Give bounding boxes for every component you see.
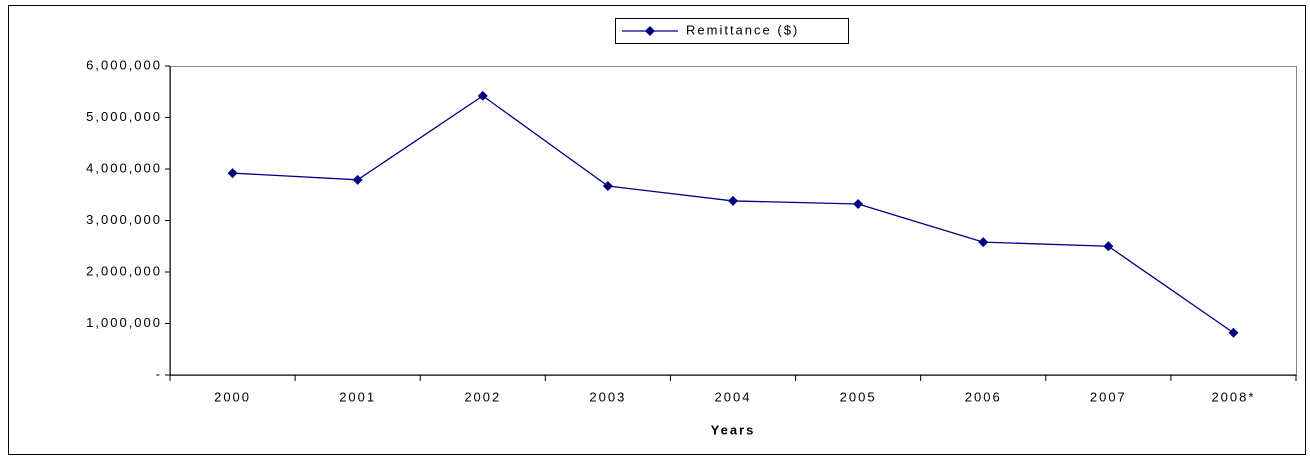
x-tick-label: 2004	[715, 389, 752, 404]
data-point	[227, 168, 238, 179]
data-point	[1228, 327, 1239, 338]
legend-label: Remittance ($)	[686, 22, 799, 37]
x-tick-label: 2002	[464, 389, 501, 404]
x-tick-label: 2006	[965, 389, 1002, 404]
x-axis-title: Years	[711, 422, 756, 437]
data-point	[853, 199, 864, 210]
y-tick-label: 6,000,000	[86, 57, 162, 72]
x-tick-label: 2000	[214, 389, 251, 404]
data-point	[352, 174, 363, 185]
y-tick-label: 1,000,000	[86, 315, 162, 330]
y-tick-label: 2,000,000	[86, 263, 162, 278]
data-point	[1103, 241, 1114, 252]
legend-marker	[645, 26, 655, 36]
y-tick-label: 5,000,000	[86, 109, 162, 124]
x-tick-label: 2007	[1090, 389, 1127, 404]
x-tick-label: 2003	[589, 389, 626, 404]
x-tick-label: 2008*	[1211, 389, 1255, 404]
chart-frame	[8, 5, 1306, 455]
y-tick-label: -	[156, 366, 162, 381]
y-tick-label: 4,000,000	[86, 160, 162, 175]
data-point	[728, 195, 738, 206]
y-tick-label: 3,000,000	[86, 212, 162, 227]
data-point	[978, 237, 989, 248]
x-tick-label: 2001	[339, 389, 376, 404]
data-point	[477, 90, 488, 101]
x-tick-label: 2005	[840, 389, 877, 404]
data-point	[602, 180, 613, 191]
